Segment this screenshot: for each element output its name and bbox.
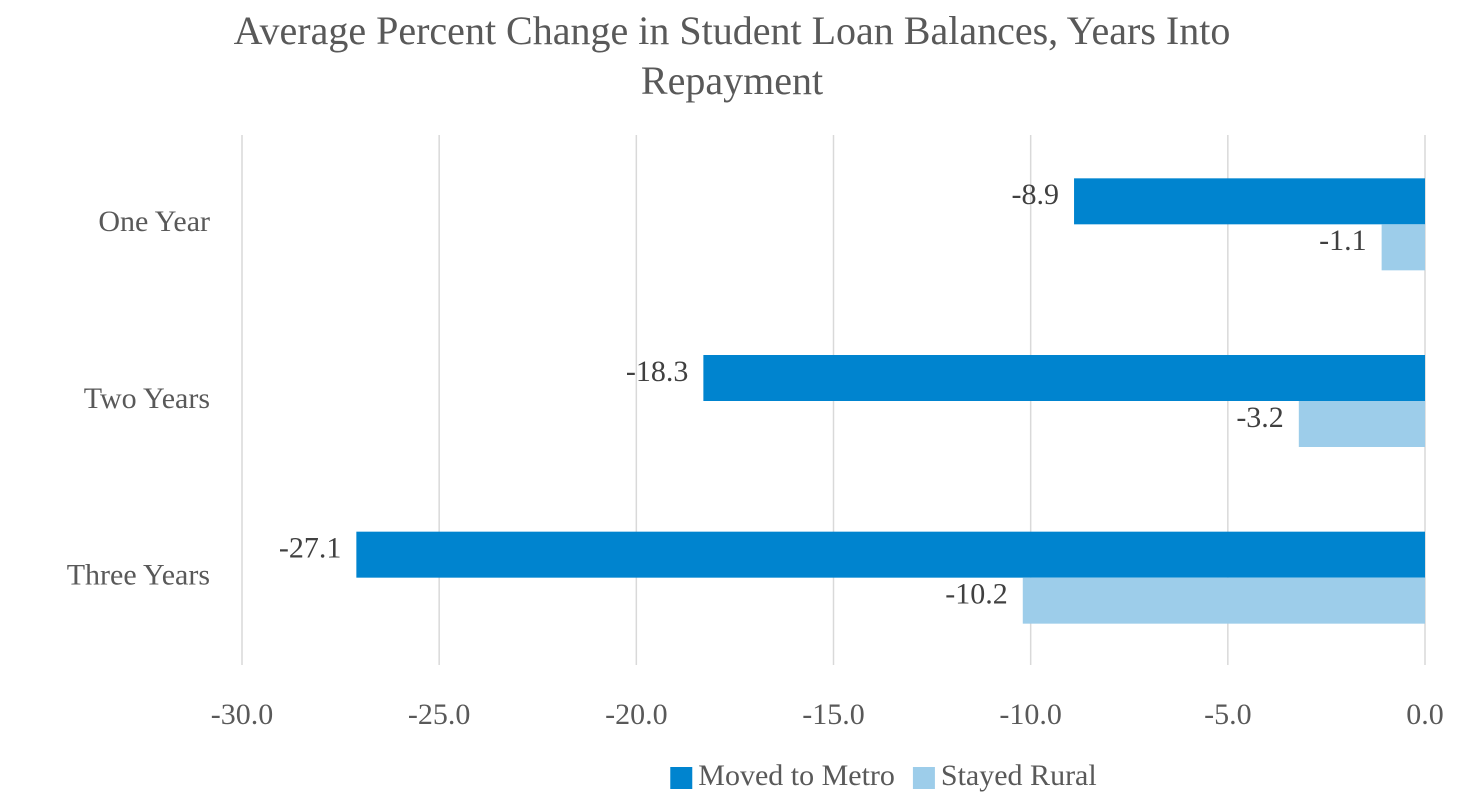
bar [1074,178,1425,225]
x-tick-label: -25.0 [408,698,471,731]
data-label: -8.9 [1012,178,1060,211]
y-tick-label: Two Years [84,382,210,415]
data-label: -18.3 [626,355,689,388]
bar [1022,577,1425,624]
x-tick-label: -20.0 [605,698,668,731]
legend-label: Moved to Metro [698,759,895,792]
bar [356,531,1425,578]
legend-label: Stayed Rural [941,759,1097,792]
legend-swatch [912,767,935,789]
data-label: -1.1 [1319,224,1367,257]
x-tick-label: -5.0 [1204,698,1252,731]
x-tick-label: 0.0 [1406,698,1444,731]
legend-swatch [670,767,693,789]
chart-title: Average Percent Change in Student Loan B… [233,8,1231,103]
data-label: -27.1 [279,532,342,565]
bar [703,355,1425,401]
x-tick-label: -10.0 [999,698,1062,731]
x-tick-label: -15.0 [802,698,865,731]
y-tick-label: One Year [98,205,210,238]
data-label: -10.2 [945,578,1008,611]
bar [1298,401,1425,447]
data-label: -3.2 [1236,401,1284,434]
bar [1381,224,1425,271]
y-tick-label: Three Years [67,559,210,592]
x-tick-label: -30.0 [211,698,274,731]
